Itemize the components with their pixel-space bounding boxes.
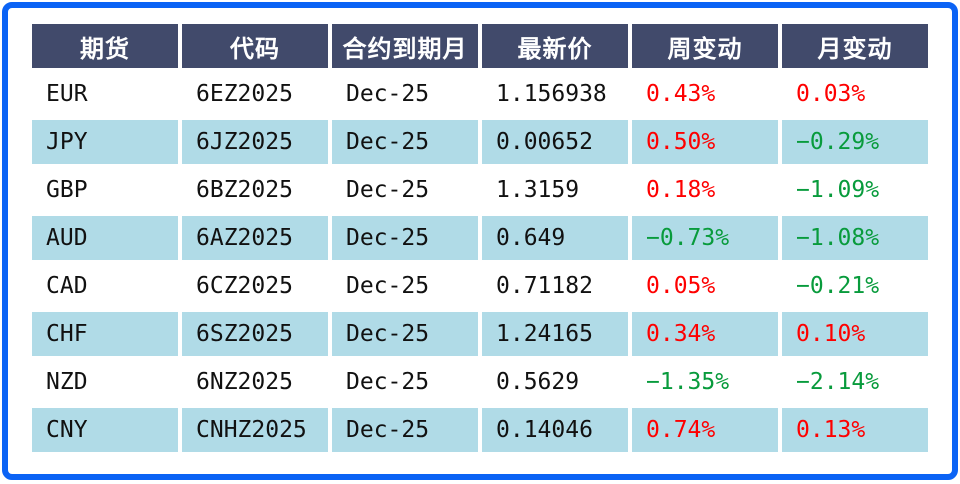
- table-row-eur: EUR 6EZ2025 Dec-25 1.156938 0.43% 0.03%: [32, 72, 928, 116]
- cell-week_change: 0.74%: [632, 408, 778, 452]
- column-header-code: 代码: [182, 24, 328, 68]
- table-row-chf: CHF 6SZ2025 Dec-25 1.24165 0.34% 0.10%: [32, 312, 928, 356]
- table-row-aud: AUD 6AZ2025 Dec-25 0.649 −0.73% −1.08%: [32, 216, 928, 260]
- cell-futures: CAD: [46, 273, 88, 299]
- cell-last_price: 0.00652: [482, 120, 628, 164]
- column-header-week_change: 周变动: [632, 24, 778, 68]
- table-row-cny: CNY CNHZ2025 Dec-25 0.14046 0.74% 0.13%: [32, 408, 928, 452]
- cell-last_price: 1.156938: [496, 81, 607, 107]
- cell-last_price: 0.14046: [482, 408, 628, 452]
- cell-month_change: −0.29%: [782, 120, 928, 164]
- cell-week_change: −1.35%: [646, 369, 730, 395]
- cell-week_change: −0.73%: [632, 216, 778, 260]
- cell-expiry_month: Dec-25: [332, 312, 478, 356]
- cell-last_price: 0.5629: [496, 369, 580, 395]
- cell-last_price: 1.3159: [496, 177, 580, 203]
- column-header-month_change: 月变动: [782, 24, 928, 68]
- cell-code: 6SZ2025: [182, 312, 328, 356]
- cell-futures: CHF: [32, 312, 178, 356]
- table-row-nzd: NZD 6NZ2025 Dec-25 0.5629 −1.35% −2.14%: [32, 360, 928, 404]
- cell-month_change: 0.10%: [782, 312, 928, 356]
- cell-futures: CNY: [32, 408, 178, 452]
- table-body: EUR 6EZ2025 Dec-25 1.156938 0.43% 0.03% JPY 6JZ…: [32, 72, 928, 452]
- cell-expiry_month: Dec-25: [332, 216, 478, 260]
- cell-expiry_month: Dec-25: [346, 369, 430, 395]
- cell-expiry_month: Dec-25: [346, 81, 430, 107]
- cell-futures: NZD: [46, 369, 88, 395]
- header-row: 期货 代码 合约到期月 最新价 周变动 月变动: [32, 24, 928, 68]
- cell-month_change: −1.09%: [796, 177, 880, 203]
- cell-month_change: −1.08%: [782, 216, 928, 260]
- cell-last_price: 0.649: [482, 216, 628, 260]
- cell-futures: JPY: [32, 120, 178, 164]
- cell-code: 6CZ2025: [196, 273, 293, 299]
- cell-futures: AUD: [32, 216, 178, 260]
- cell-expiry_month: Dec-25: [346, 177, 430, 203]
- cell-code: CNHZ2025: [182, 408, 328, 452]
- column-header-last_price: 最新价: [482, 24, 628, 68]
- cell-expiry_month: Dec-25: [332, 408, 478, 452]
- cell-month_change: 0.13%: [782, 408, 928, 452]
- column-header-expiry_month: 合约到期月: [332, 24, 478, 68]
- table-row-cad: CAD 6CZ2025 Dec-25 0.71182 0.05% −0.21%: [32, 264, 928, 308]
- cell-month_change: 0.03%: [796, 81, 866, 107]
- cell-code: 6JZ2025: [182, 120, 328, 164]
- cell-last_price: 0.71182: [496, 273, 593, 299]
- cell-expiry_month: Dec-25: [346, 273, 430, 299]
- cell-month_change: −0.21%: [796, 273, 880, 299]
- cell-futures: GBP: [46, 177, 88, 203]
- cell-month_change: −2.14%: [796, 369, 880, 395]
- cell-week_change: 0.50%: [632, 120, 778, 164]
- cell-last_price: 1.24165: [482, 312, 628, 356]
- cell-futures: EUR: [46, 81, 88, 107]
- table-row-gbp: GBP 6BZ2025 Dec-25 1.3159 0.18% −1.09%: [32, 168, 928, 212]
- cell-week_change: 0.43%: [646, 81, 716, 107]
- column-header-futures: 期货: [32, 24, 178, 68]
- cell-code: 6EZ2025: [196, 81, 293, 107]
- futures-table: 期货 代码 合约到期月 最新价 周变动 月变动 EUR 6EZ2025 Dec-25 1.156…: [28, 20, 932, 456]
- cell-week_change: 0.18%: [646, 177, 716, 203]
- cell-code: 6BZ2025: [196, 177, 293, 203]
- cell-week_change: 0.34%: [632, 312, 778, 356]
- cell-code: 6NZ2025: [196, 369, 293, 395]
- table-row-jpy: JPY 6JZ2025 Dec-25 0.00652 0.50% −0.29%: [32, 120, 928, 164]
- cell-code: 6AZ2025: [182, 216, 328, 260]
- cell-expiry_month: Dec-25: [332, 120, 478, 164]
- cell-week_change: 0.05%: [646, 273, 716, 299]
